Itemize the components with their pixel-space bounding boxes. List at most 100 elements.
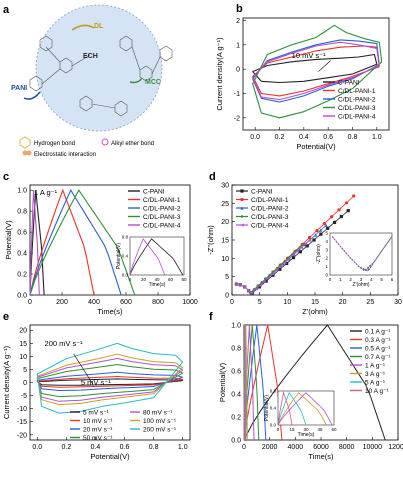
nyquist-point-d xyxy=(324,223,328,227)
panel-a-letter: a xyxy=(3,4,10,16)
inset-frame-f xyxy=(277,390,335,426)
x-tick-label-e: 0.6 xyxy=(120,444,130,451)
legend-entry-b: C-PANI xyxy=(338,80,360,87)
inset-x-label-d: Z'(ohm) xyxy=(352,282,369,288)
y-tick-label-c: 0.0 xyxy=(17,293,27,300)
x-tick-label-c: 400 xyxy=(88,299,100,306)
cv-curve-e xyxy=(36,364,184,398)
legend-entry-b: C/DL-PANI-2 xyxy=(338,97,376,104)
gcd-curve-f xyxy=(243,324,267,441)
legend-entry-c: C/DL-PANI-2 xyxy=(143,206,181,213)
legend-entry-e: 5 mV s⁻¹ xyxy=(83,410,110,417)
x-tick-label-e: 1.0 xyxy=(178,444,188,451)
gcd-curve-f xyxy=(243,324,386,441)
y-tick-label-e: -10 xyxy=(17,406,27,413)
nyquist-point-d xyxy=(264,279,268,283)
inset-x-tick-d: 4 xyxy=(370,277,373,282)
x-tick-label-f: 6000 xyxy=(313,444,329,451)
nyquist-point-d xyxy=(352,194,356,198)
y-tick-label-d: 5 xyxy=(225,274,229,281)
legend-entry-e: 100 mV s⁻¹ xyxy=(143,418,177,425)
panel-d: d0 5 10 15 20 25 30051015202530Z'(ohm)-Z''(ohm… xyxy=(206,171,402,316)
x-tick-label-d: 25 xyxy=(366,299,374,306)
y-axis-label-b: Current density(A g⁻¹) xyxy=(215,37,224,111)
inset-y-label-c: Potential(V) xyxy=(116,243,122,269)
legend-entry-f: 0.5 A g⁻¹ xyxy=(365,346,391,353)
y-tick-label-d: 10 xyxy=(221,256,229,263)
inset-x-tick-c: 40 xyxy=(154,277,160,282)
nyquist-point-d xyxy=(308,235,312,240)
inset-x-tick-f: 45 xyxy=(317,427,323,432)
nyquist-point-d xyxy=(285,261,289,266)
panel-b-letter: b xyxy=(236,3,243,15)
y-tick-label-e: -5 xyxy=(21,393,27,400)
scan-rate-annotation-high-e: 200 mV s⁻¹ xyxy=(45,339,84,348)
legend-entry-c: C/DL-PANI-3 xyxy=(143,214,181,221)
dl-arrow xyxy=(71,24,95,31)
nyquist-point-d xyxy=(270,272,275,276)
inset-y-tick-d: 5 xyxy=(325,231,328,236)
pani-label: PANI xyxy=(11,85,27,92)
nyquist-point-d xyxy=(286,256,291,260)
nyquist-point-d xyxy=(252,287,256,291)
panel-d-letter: d xyxy=(209,171,216,183)
inset-x-tick-c: 80 xyxy=(181,277,187,282)
nyquist-point-d xyxy=(283,261,287,265)
cv-curve-e xyxy=(36,371,184,391)
x-tick-label-c: 0 xyxy=(28,299,32,306)
inset-nyquist-curve-d xyxy=(331,236,393,272)
nyquist-point-d xyxy=(250,291,254,295)
inset-y-tick-d: 4 xyxy=(325,239,328,244)
inset-x-tick-f: 60 xyxy=(331,427,337,432)
x-tick-label-f: 2000 xyxy=(262,444,278,451)
legend-entry-d: C/DL-PANI-3 xyxy=(251,214,289,221)
y-tick-label-f: 0.8 xyxy=(231,346,241,353)
nyquist-point-d xyxy=(240,189,244,193)
nyquist-point-d xyxy=(291,253,295,257)
nyquist-point-d xyxy=(258,283,262,287)
nyquist-point-d xyxy=(344,201,348,205)
legend-entry-e: 50 mV s⁻¹ xyxy=(83,435,113,442)
x-tick-label-d: 15 xyxy=(311,299,319,306)
inset-x-tick-f: 30 xyxy=(303,427,309,432)
legend-entry-c: C-PANI xyxy=(143,189,165,196)
x-tick-label-b: 1.0 xyxy=(372,134,382,141)
annotation-arrow-e xyxy=(73,353,93,384)
legend-entry-e: 80 mV s⁻¹ xyxy=(143,410,173,417)
inset-gcd-curve-f xyxy=(277,391,307,426)
cv-curve-e xyxy=(36,353,184,406)
x-tick-label-d: 5 xyxy=(258,299,262,306)
inset-y-tick-c: 0.8 xyxy=(122,235,129,240)
x-tick-label-d: 30 xyxy=(394,299,402,306)
alkyl-ether-bond-icon xyxy=(101,138,109,146)
inset-y-tick-d: 3 xyxy=(325,247,328,252)
nyquist-point-d xyxy=(271,273,275,277)
nyquist-point-d xyxy=(274,268,279,272)
y-tick-label-c: 1.0 xyxy=(17,188,27,195)
plot-frame-b xyxy=(242,17,390,131)
inset-y-tick-c: 0.4 xyxy=(122,254,129,259)
y-tick-label-b: 2 xyxy=(236,18,240,25)
legend-entry-f: 1 A g⁻¹ xyxy=(365,363,386,370)
x-tick-label-c: 200 xyxy=(56,299,68,306)
nyquist-point-d xyxy=(254,287,258,291)
x-tick-label-d: 0 xyxy=(230,299,234,306)
panel-e: e 0.0 0.2 0.4 0.6 0.8 1.0 -20 -15 -10 -5 0 5 10 15 20 Po… xyxy=(2,311,191,461)
nyquist-point-d xyxy=(305,244,309,248)
inset-x-label-f: Time(s) xyxy=(298,432,315,438)
x-tick-label-c: 600 xyxy=(120,299,132,306)
y-tick-label-d: 30 xyxy=(221,183,229,190)
nyquist-point-d xyxy=(291,256,296,260)
x-axis-label-b: Potential(V) xyxy=(296,142,336,151)
y-tick-label-b: -1 xyxy=(234,91,240,98)
legend-entry-b: C/DL-PANI-3 xyxy=(338,105,376,112)
inset-x-tick-c: 60 xyxy=(168,277,174,282)
x-axis-label-c: Time(s) xyxy=(97,307,123,316)
inset-x-label-c: Time(s) xyxy=(149,282,166,288)
nyquist-point-d xyxy=(326,226,330,230)
x-tick-label-e: 0.2 xyxy=(61,444,71,451)
nyquist-point-d xyxy=(294,249,298,253)
inset-y-tick-f: 0.8 xyxy=(270,389,277,394)
